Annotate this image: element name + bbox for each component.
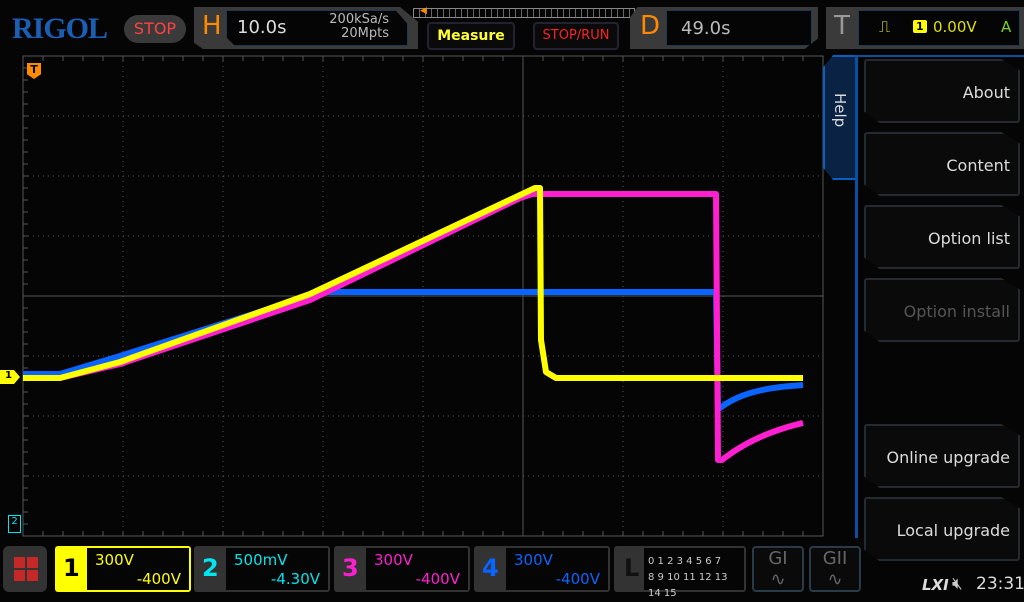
channel-offset: -400V [415,570,460,588]
lxi-logo: LXI [922,576,949,594]
speaker-muted-icon[interactable]: 🔇︎ [952,574,963,594]
channel-number: 3 [342,554,359,582]
sine-wave-icon: ∿ [827,569,843,590]
horizontal-label: H [202,11,222,41]
generator-label: GI [768,548,788,569]
channel-scale: 300V [514,551,553,569]
help-menu-tab[interactable]: Help [823,55,857,180]
menu-option-install-button: Option install [864,278,1020,342]
channel-3-button[interactable]: 3 300V -400V [334,546,470,592]
menu-label: Option list [928,229,1010,248]
logic-analyzer-button[interactable]: L 0 1 2 3 4 5 6 7 8 9 10 11 12 13 14 15 [614,546,746,599]
memory-depth: 20Mpts [341,26,389,41]
measure-button[interactable]: Measure [427,22,515,50]
channel-number: 2 [202,554,219,582]
channel-4-trace [23,289,804,411]
menu-about-button[interactable]: About [864,59,1020,123]
channel-scale: 300V [374,551,413,569]
menu-content-button[interactable]: Content [864,132,1020,196]
channel-scale: 500mV [234,551,288,569]
sine-wave-icon: ∿ [770,569,786,590]
logic-label: L [624,554,640,582]
channel-number: 4 [482,554,499,582]
channel-offset: -400V [555,570,600,588]
delay-value: 49.0s [681,18,731,39]
ch1-offset-marker[interactable]: 1 [0,370,20,384]
trigger-panel[interactable]: T ⎍ 1 0.00V A [826,7,1024,49]
run-state-badge[interactable]: STOP [124,15,186,43]
menu-label: About [962,83,1010,102]
menu-label: Online upgrade [886,448,1010,467]
trigger-source: 1 [913,20,927,33]
menu-online-upgrade-button[interactable]: Online upgrade [864,424,1020,488]
trigger-mode: A [1001,18,1012,36]
sample-rate: 200kSa/s [329,12,389,27]
traces [23,185,804,463]
trigger-position-marker-icon: ◀ [420,6,427,16]
clock: 23:31 [976,574,1024,594]
channel-1-trace [23,185,803,381]
delay-label: D [640,11,661,41]
channel-4-button[interactable]: 4 300V -400V [474,546,610,592]
channel-1-button[interactable]: 1 300V -400V [55,546,191,592]
menu-label: Local upgrade [896,521,1010,540]
logic-channels-low: 0 1 2 3 4 5 6 7 [648,556,722,567]
ch2-offset-marker[interactable]: 2 [8,515,21,533]
channel-offset: -400V [136,570,181,588]
timebase-value: 10.0s [237,17,287,38]
stop-run-button[interactable]: STOP/RUN [533,22,619,50]
channel-number: 1 [63,554,80,582]
menu-local-upgrade-button[interactable]: Local upgrade [864,497,1020,561]
rising-edge-icon: ⎍ [879,17,891,36]
trigger-position-marker[interactable]: T [27,63,41,79]
generator-label: GII [822,548,848,569]
channel-offset: -4.30V [270,570,320,588]
help-tab-label: Help [831,93,849,128]
trigger-label: T [834,11,850,41]
delay-panel[interactable]: D 49.0s [630,7,818,49]
app-launcher-button[interactable] [3,546,47,592]
graticule [22,55,824,537]
channel-scale: 300V [95,551,134,569]
channel-2-button[interactable]: 2 500mV -4.30V [194,546,330,592]
help-menu: About Content Option list Option install… [855,55,1024,561]
menu-option-list-button[interactable]: Option list [864,205,1020,269]
menu-label: Option install [903,302,1010,321]
trigger-level: 0.00V [933,18,977,36]
horizontal-panel[interactable]: H 10.0s 200kSa/s 20Mpts [194,7,418,49]
generator-2-button[interactable]: GII ∿ [809,546,861,592]
menu-label: Content [946,156,1010,175]
channel-3-trace [59,191,804,463]
logic-channels-high: 8 9 10 11 12 13 14 15 [648,572,728,599]
rigol-logo: RIGOL [12,12,108,45]
grid-icon [14,557,38,581]
generator-1-button[interactable]: GI ∿ [752,546,804,592]
